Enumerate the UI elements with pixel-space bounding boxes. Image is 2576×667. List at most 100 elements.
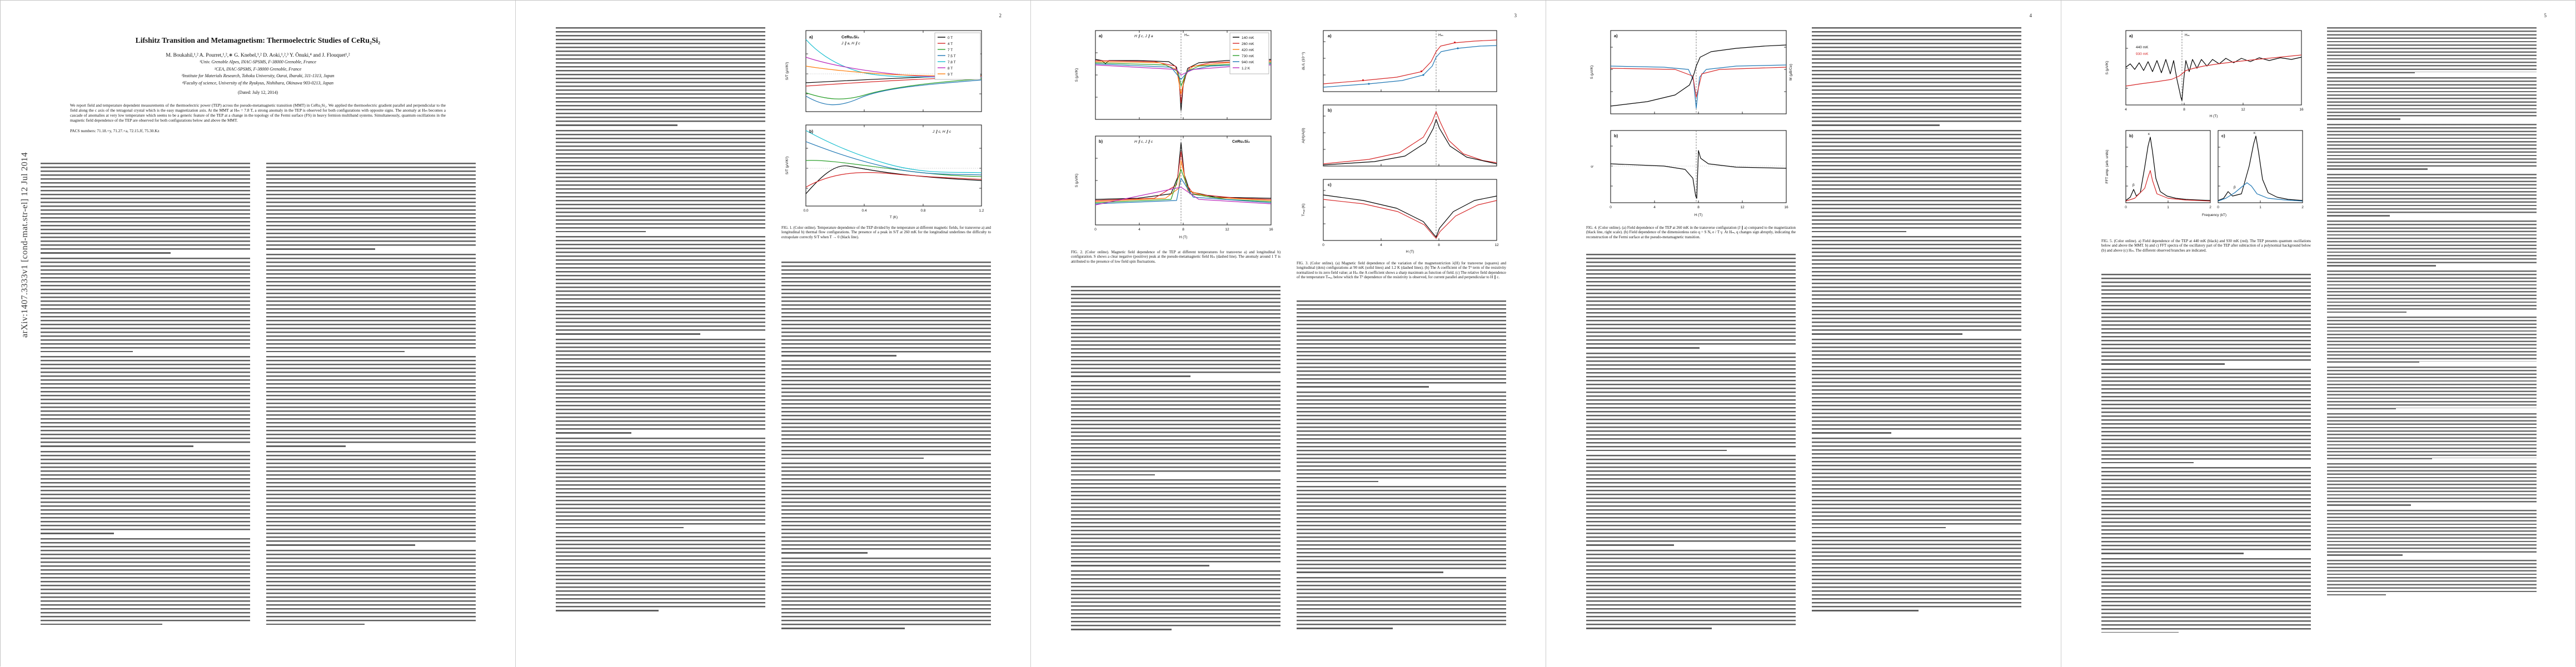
paragraph [1812, 532, 2021, 612]
x-axis-label: H (T) [1179, 235, 1188, 239]
figure-1: a) CeRu₂Si₂ J ∥ a, H ∥ c 0 T 4 T 7 T 7.5… [781, 27, 991, 240]
svg-text:7.8 T: 7.8 T [948, 61, 956, 64]
panel-b-label: b) [2129, 133, 2134, 138]
paragraph [556, 437, 765, 529]
figure-4-caption: FIG. 4. (Color online). (a) Field depend… [1586, 226, 1796, 239]
paragraph [1812, 437, 2021, 529]
figure-3: a) Hₘ b) c) [1297, 27, 1506, 280]
paragraph [1297, 577, 1506, 629]
paragraph [266, 163, 476, 250]
figure-1-plot: a) CeRu₂Si₂ J ∥ a, H ∥ c 0 T 4 T 7 T 7.5… [785, 30, 984, 219]
x-axis-label: H (T) [1695, 213, 1703, 217]
svg-text:730 mK: 730 mK [1242, 54, 1254, 58]
paragraph [1071, 286, 1280, 377]
paragraph [266, 253, 476, 353]
panel-a-label: a) [2129, 33, 2133, 38]
reference-block [2327, 27, 2537, 73]
panel-a-label: a) [1614, 33, 1618, 38]
y-axis-label-b: S/T (μV/K²) [785, 157, 789, 175]
column-left [556, 27, 765, 633]
y-axis-label-a: S (μV/K) [1590, 66, 1594, 79]
affiliation-3: ³Institute for Materials Research, Tohok… [181, 73, 335, 78]
x-tick: 0 [1094, 228, 1097, 232]
svg-text:4 T: 4 T [948, 42, 953, 46]
svg-text:420 mK: 420 mK [1242, 48, 1254, 52]
paragraph [1812, 129, 2021, 233]
x-tick: 8 [2183, 108, 2185, 112]
paragraph [1071, 479, 1280, 567]
curves-panel-a [2125, 54, 2302, 101]
x-tick: 0.4 [861, 209, 866, 213]
x-tick: 4 [1380, 243, 1382, 247]
paragraph [1812, 27, 2021, 126]
panel-a-label: a) [1328, 33, 1332, 38]
panel-b-label: b) [1328, 108, 1332, 113]
curves-panel-c [1323, 194, 1497, 239]
x-tick: 8 [1697, 205, 1700, 209]
panel-b-label: b) [809, 129, 814, 134]
paragraph [556, 129, 765, 233]
paragraph [1586, 352, 1796, 452]
x-tick: 0.8 [920, 209, 925, 213]
compound-label: CeRu₂Si₂ [1232, 139, 1250, 144]
y-axis-label-c: Tₘₐₓ (K) [1302, 203, 1306, 216]
reference-block [2327, 270, 2537, 313]
affiliation-2: ²CEA, INAC-SPSMS, F-38000 Grenoble, Fran… [214, 66, 302, 72]
hm-label: Hₘ [2185, 33, 2190, 37]
paragraph [1586, 254, 1796, 349]
page-number: 4 [2029, 13, 2032, 18]
paragraph [1297, 300, 1506, 388]
figure-4-plot: a) b) S (μV/K) M (μB/Ce) q 0 4 8 12 16 [1590, 30, 1793, 217]
x-tick: 0 [1322, 243, 1324, 247]
x-tick: 8 [1438, 243, 1440, 247]
figure-3-plot: a) Hₘ b) c) [1302, 30, 1499, 254]
panel-a-label: a) [809, 34, 813, 39]
paper-title: Lifshitz Transition and Metamagnetism: T… [135, 36, 381, 44]
paragraph [556, 532, 765, 612]
page-5: 5 a) Hₘ 440 mK 930 mK 4 8 12 16 H (T) [2061, 1, 2575, 667]
y-axis-label-a: S (μV/K) [2105, 61, 2109, 75]
paragraph [2101, 274, 2311, 365]
column-right [266, 163, 476, 633]
y-axis-label-a: S/T (μV/K²) [785, 62, 789, 81]
legend: 140 mK 260 mK 420 mK 730 mK 940 mK 1.2 K [1229, 32, 1269, 74]
x-axis-label: H (T) [1406, 250, 1414, 254]
panel-a-label: a) [1099, 33, 1103, 38]
reference-block [2327, 463, 2537, 506]
reference-block [2327, 413, 2537, 460]
paragraph [781, 262, 991, 357]
x-axis-label-a: H (T) [2210, 114, 2218, 118]
column-right [1297, 300, 1506, 633]
x-tick: 4 [1138, 228, 1140, 232]
hm-label: Hₘ [1438, 33, 1443, 37]
y-axis-label-b: A(H)/A(0) [1302, 128, 1306, 143]
config-b-label: H ∥ c, J ∥ c [1134, 139, 1153, 144]
paragraph [41, 163, 250, 254]
paragraph [1297, 391, 1506, 483]
x-tick: 12 [1494, 243, 1499, 247]
x-tick: 16 [1784, 205, 1788, 209]
figure-2: a) H ∥ c, J ∥ a Hₘ 140 mK 260 mK 420 mK … [1071, 27, 1280, 264]
trace-1-label: 440 mK [2136, 46, 2149, 49]
reference-block [2327, 123, 2537, 170]
column-right [1812, 27, 2021, 633]
x-tick: 1 [2259, 205, 2261, 209]
page-2: 2 [516, 1, 1031, 667]
x-tick: 12 [1740, 205, 1745, 209]
panel-c-label: c) [2221, 133, 2225, 138]
figure-5: a) Hₘ 440 mK 930 mK 4 8 12 16 H (T) S (μ… [2101, 27, 2311, 253]
peak-kappa-label: κ [2254, 131, 2256, 135]
hm-label: Hₘ [1184, 33, 1189, 37]
paragraph [781, 360, 991, 459]
svg-text:7 T: 7 T [948, 48, 953, 52]
y-axis-label-a2: M (μB/Ce) [1789, 64, 1793, 81]
svg-text:0 T: 0 T [948, 36, 953, 40]
figure-2-plot: a) H ∥ c, J ∥ a Hₘ 140 mK 260 mK 420 mK … [1075, 30, 1273, 239]
paragraph [266, 549, 476, 625]
paragraph [556, 339, 765, 434]
svg-text:1.2 K: 1.2 K [1242, 67, 1250, 71]
reference-block [2327, 559, 2537, 596]
y-axis-label-a: ΔL/L (10⁻⁶) [1302, 52, 1306, 71]
x-tick: 12 [1225, 228, 1229, 232]
